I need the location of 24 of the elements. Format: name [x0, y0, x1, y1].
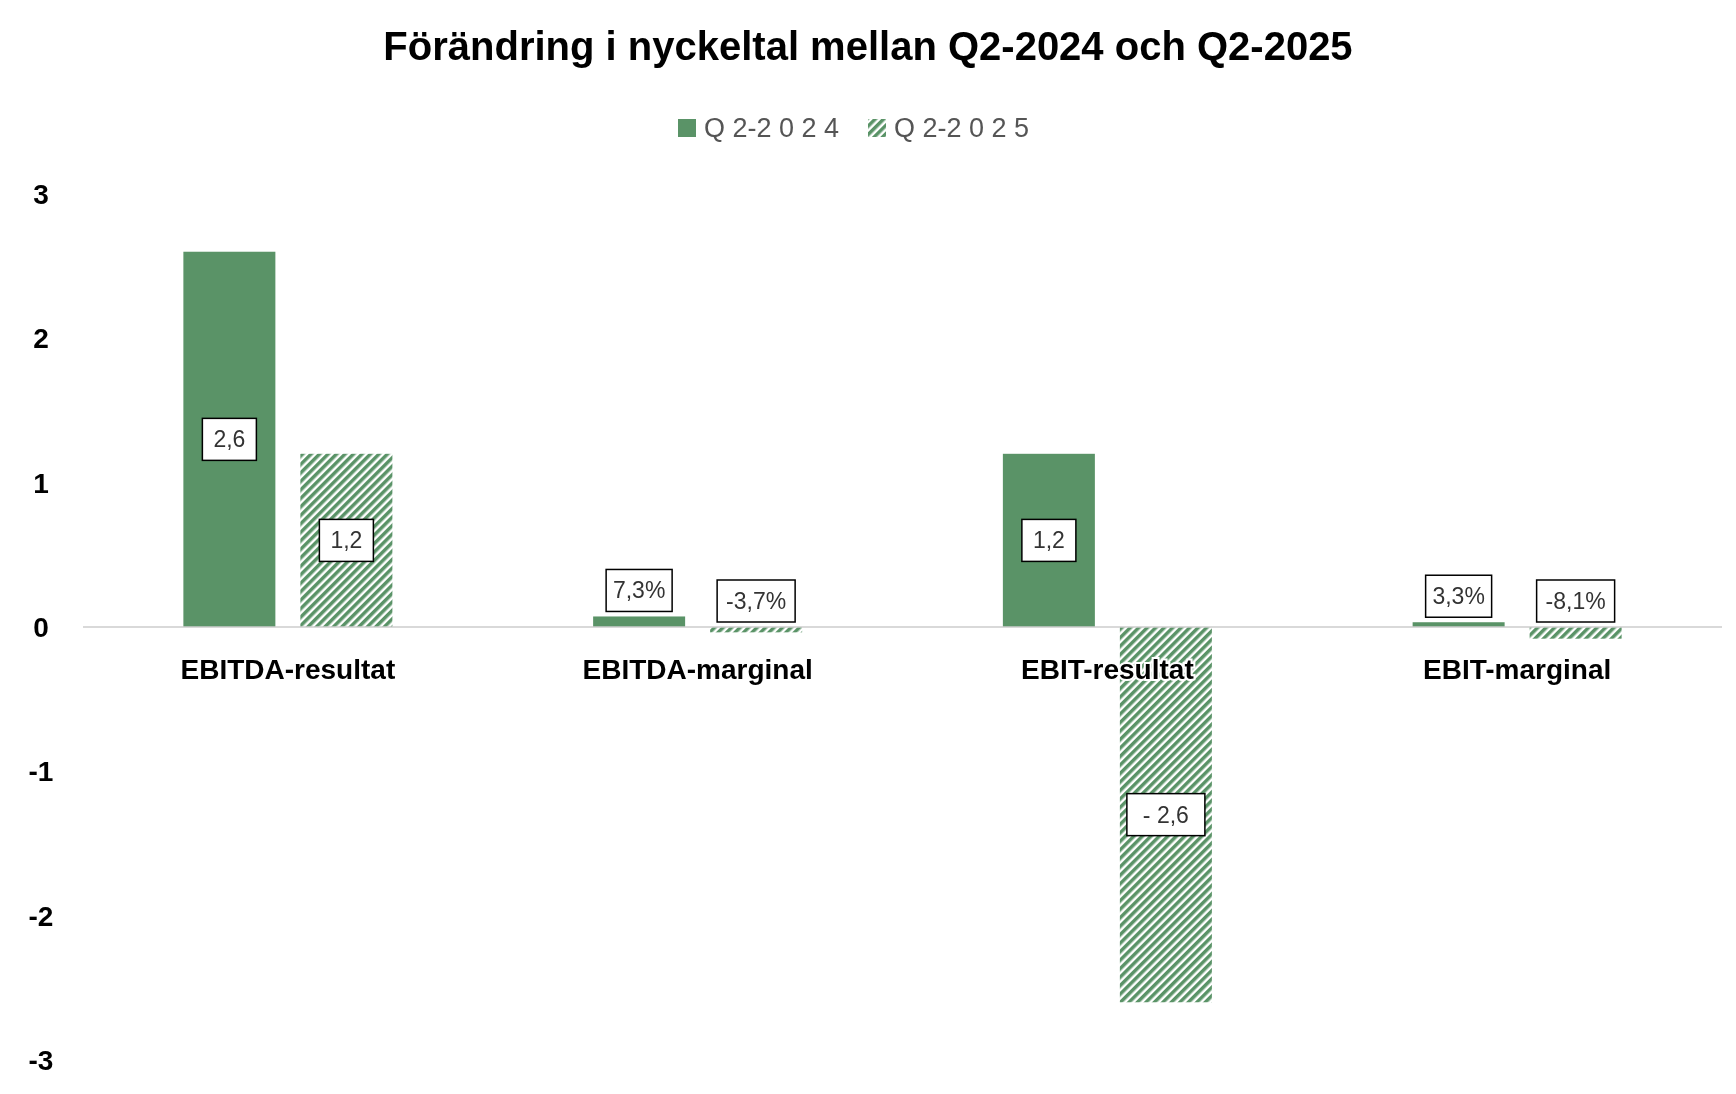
data-label: - 2,6 [1142, 801, 1189, 828]
bar [593, 616, 686, 627]
x-tick-label: EBITDA-marginal [582, 654, 813, 685]
y-tick-label: 0 [33, 612, 49, 643]
data-label: 1,2 [1032, 527, 1065, 554]
data-label: 2,6 [213, 426, 246, 453]
data-label: 7,3% [612, 577, 666, 604]
legend-label: Q 2-2 0 2 4 [704, 113, 840, 143]
y-tick-label: 1 [33, 467, 49, 499]
x-tick-label: EBITDA-resultat [180, 654, 396, 685]
data-label: 3,3% [1432, 583, 1485, 610]
y-tick-label: -3 [28, 1045, 54, 1076]
bar [1529, 627, 1622, 639]
legend-label: Q 2-2 0 2 5 [894, 113, 1030, 143]
data-label: 1,2 [330, 527, 363, 554]
x-tick-label: EBIT-marginal [1422, 654, 1612, 685]
data-label: -3,7% [726, 588, 787, 614]
data-label: -8,1% [1545, 588, 1606, 614]
chart-title: Förändring i nyckeltal mellan Q2-2024 och Q2-2025 [383, 24, 1353, 68]
y-tick-label: 3 [33, 179, 49, 210]
y-tick-label: 2 [33, 323, 49, 355]
y-tick-label: -2 [28, 900, 54, 932]
y-tick-label: -1 [28, 756, 54, 788]
bar [183, 251, 276, 627]
